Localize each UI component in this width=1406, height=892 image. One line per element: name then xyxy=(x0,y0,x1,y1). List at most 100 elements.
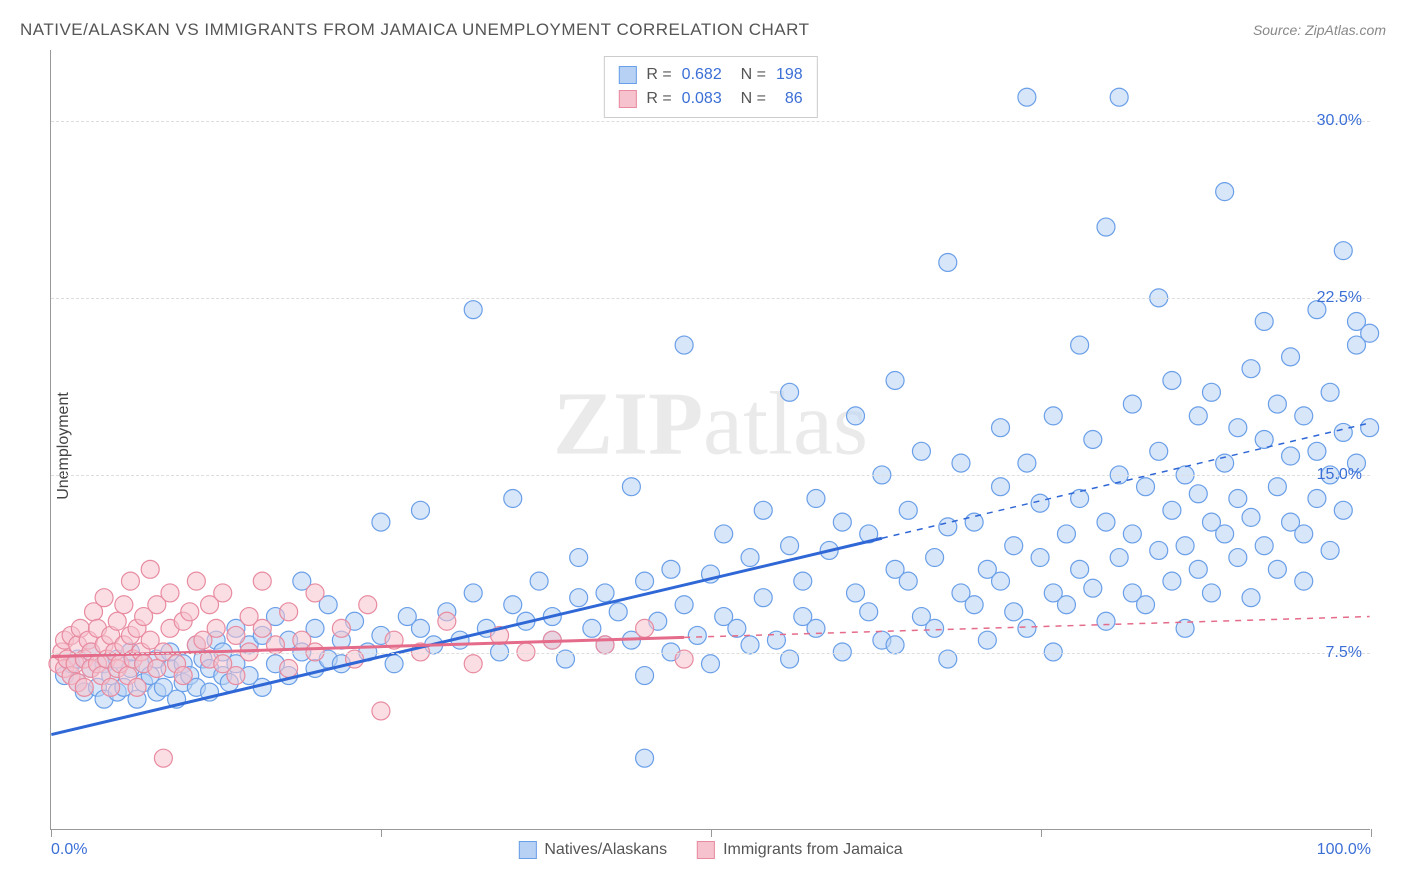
swatch-jamaica xyxy=(618,90,636,108)
swatch-natives xyxy=(618,66,636,84)
data-point-jamaica xyxy=(141,560,159,578)
data-point-jamaica xyxy=(187,572,205,590)
data-point-natives xyxy=(1189,407,1207,425)
data-point-natives xyxy=(1334,242,1352,260)
series-legend: Natives/Alaskans Immigrants from Jamaica xyxy=(518,841,902,859)
data-point-natives xyxy=(1018,454,1036,472)
data-point-natives xyxy=(1150,541,1168,559)
source-label: Source: ZipAtlas.com xyxy=(1253,22,1386,38)
data-point-natives xyxy=(1282,348,1300,366)
data-point-natives xyxy=(1321,541,1339,559)
data-point-natives xyxy=(807,490,825,508)
data-point-jamaica xyxy=(332,619,350,637)
data-point-natives xyxy=(952,454,970,472)
data-point-natives xyxy=(1137,596,1155,614)
data-point-natives xyxy=(675,596,693,614)
data-point-natives xyxy=(1242,508,1260,526)
data-point-natives xyxy=(1097,513,1115,531)
legend-label-natives: Natives/Alaskans xyxy=(544,841,667,859)
data-point-natives xyxy=(728,619,746,637)
data-point-natives xyxy=(807,619,825,637)
data-point-natives xyxy=(1071,490,1089,508)
data-point-natives xyxy=(1334,423,1352,441)
data-point-natives xyxy=(1084,431,1102,449)
data-point-jamaica xyxy=(227,626,245,644)
data-point-natives xyxy=(899,501,917,519)
data-point-natives xyxy=(1216,183,1234,201)
data-point-jamaica xyxy=(280,659,298,677)
data-point-natives xyxy=(609,603,627,621)
r-label: R = xyxy=(646,90,671,108)
gridline xyxy=(51,653,1370,654)
ytick-label: 30.0% xyxy=(1317,112,1362,130)
data-point-natives xyxy=(1123,395,1141,413)
gridline xyxy=(51,121,1370,122)
data-point-natives xyxy=(899,572,917,590)
data-point-natives xyxy=(570,549,588,567)
data-point-natives xyxy=(1255,312,1273,330)
data-point-natives xyxy=(1150,442,1168,460)
data-point-natives xyxy=(1189,560,1207,578)
n-value-1: 198 xyxy=(776,66,803,84)
data-point-natives xyxy=(1031,494,1049,512)
data-point-natives xyxy=(754,501,772,519)
data-point-natives xyxy=(411,501,429,519)
data-point-jamaica xyxy=(75,678,93,696)
data-point-natives xyxy=(1308,442,1326,460)
data-point-jamaica xyxy=(280,603,298,621)
ytick-label: 15.0% xyxy=(1317,466,1362,484)
data-point-natives xyxy=(636,749,654,767)
data-point-natives xyxy=(411,619,429,637)
n-value-2: 86 xyxy=(776,90,803,108)
data-point-natives xyxy=(992,478,1010,496)
data-point-natives xyxy=(715,525,733,543)
legend-item-natives: Natives/Alaskans xyxy=(518,841,667,859)
data-point-natives xyxy=(886,371,904,389)
data-point-natives xyxy=(939,253,957,271)
r-label: R = xyxy=(646,66,671,84)
data-point-jamaica xyxy=(174,667,192,685)
data-point-jamaica xyxy=(438,612,456,630)
n-label: N = xyxy=(732,66,766,84)
data-point-natives xyxy=(1123,525,1141,543)
data-point-natives xyxy=(622,478,640,496)
data-point-natives xyxy=(1110,549,1128,567)
data-point-natives xyxy=(1216,525,1234,543)
data-point-natives xyxy=(992,572,1010,590)
data-point-natives xyxy=(1097,612,1115,630)
data-point-natives xyxy=(1097,218,1115,236)
data-point-jamaica xyxy=(253,572,271,590)
data-point-natives xyxy=(1163,572,1181,590)
legend-label-jamaica: Immigrants from Jamaica xyxy=(723,841,903,859)
data-point-natives xyxy=(741,549,759,567)
data-point-natives xyxy=(781,537,799,555)
data-point-natives xyxy=(702,655,720,673)
data-point-natives xyxy=(1295,525,1313,543)
data-point-natives xyxy=(781,383,799,401)
data-point-natives xyxy=(464,584,482,602)
data-point-jamaica xyxy=(306,584,324,602)
data-point-jamaica xyxy=(227,667,245,685)
data-point-jamaica xyxy=(253,619,271,637)
data-point-natives xyxy=(1071,336,1089,354)
data-point-natives xyxy=(372,513,390,531)
data-point-natives xyxy=(992,419,1010,437)
data-point-natives xyxy=(1018,88,1036,106)
data-point-natives xyxy=(530,572,548,590)
data-point-natives xyxy=(675,336,693,354)
chart-title: NATIVE/ALASKAN VS IMMIGRANTS FROM JAMAIC… xyxy=(20,20,809,40)
data-point-natives xyxy=(636,572,654,590)
legend-item-jamaica: Immigrants from Jamaica xyxy=(697,841,903,859)
gridline xyxy=(51,298,1370,299)
title-bar: NATIVE/ALASKAN VS IMMIGRANTS FROM JAMAIC… xyxy=(20,20,1386,40)
data-point-natives xyxy=(1229,549,1247,567)
data-point-natives xyxy=(965,596,983,614)
ytick-label: 22.5% xyxy=(1317,289,1362,307)
data-point-jamaica xyxy=(359,596,377,614)
data-point-natives xyxy=(833,513,851,531)
data-point-jamaica xyxy=(214,584,232,602)
data-point-natives xyxy=(1044,407,1062,425)
data-point-natives xyxy=(636,667,654,685)
data-point-natives xyxy=(385,655,403,673)
correlation-row-1: R = 0.682 N = 198 xyxy=(618,63,802,87)
